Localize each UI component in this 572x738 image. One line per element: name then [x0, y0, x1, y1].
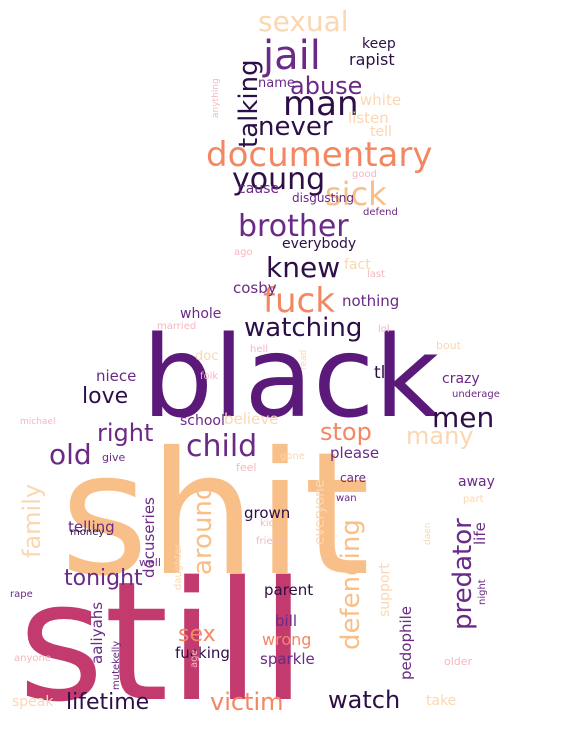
- word-fact: fact: [344, 257, 371, 273]
- word-mutekelly: mutekelly: [111, 640, 122, 690]
- word-brother: brother: [238, 209, 349, 244]
- word-right: right: [97, 419, 154, 447]
- word-telling: telling: [68, 518, 115, 536]
- word-wan: wan: [336, 493, 357, 504]
- word-abuse: abuse: [290, 72, 363, 100]
- word-believe: believe: [224, 410, 279, 428]
- word-doc: doc: [195, 349, 219, 364]
- word-family: family: [18, 483, 46, 558]
- word-away: away: [458, 474, 495, 490]
- word-still: still: [18, 546, 307, 738]
- word-gone: gone: [280, 451, 305, 462]
- word-shit: shit: [60, 416, 371, 614]
- word-men: men: [432, 401, 495, 434]
- word-documentary: documentary: [206, 135, 433, 175]
- word-listen: listen: [348, 109, 389, 127]
- word-defending: defending: [336, 519, 366, 650]
- word-old: old: [49, 438, 92, 471]
- word-disgusting: disgusting: [292, 191, 354, 205]
- word-money: money: [70, 527, 105, 538]
- word-sex: sex: [178, 622, 216, 647]
- word-please: please: [330, 444, 380, 462]
- word-lifetime: lifetime: [66, 690, 150, 715]
- word-cause: cause: [238, 181, 280, 197]
- word-life: life: [471, 522, 489, 545]
- word-lol: lol: [378, 324, 390, 335]
- word-care: care: [340, 471, 367, 485]
- word-tl: tl: [374, 363, 386, 383]
- word-many: many: [406, 422, 474, 450]
- word-name: name: [258, 76, 295, 91]
- word-wrong: wrong: [262, 630, 312, 649]
- word-niece: niece: [96, 367, 137, 385]
- word-tonight: tonight: [64, 566, 143, 591]
- word-around: around: [188, 483, 218, 575]
- word-never: never: [258, 112, 333, 142]
- word-child: child: [186, 429, 258, 464]
- word-daughter: daughter: [173, 544, 184, 590]
- word-older: older: [444, 655, 473, 668]
- word-anyone: anyone: [14, 653, 51, 664]
- word-crazy: crazy: [442, 371, 480, 387]
- word-friend: friend: [256, 536, 286, 547]
- word-black: black: [142, 313, 440, 443]
- word-knew: knew: [266, 251, 341, 284]
- word-rape: rape: [10, 589, 33, 600]
- word-support: support: [377, 563, 393, 617]
- word-watching: watching: [244, 313, 363, 343]
- word-daen: daen: [423, 522, 433, 545]
- word-good: good: [352, 169, 377, 180]
- word-speak: speak: [12, 694, 54, 710]
- word-anything: anything: [211, 78, 221, 118]
- word-pedophile: pedophile: [397, 605, 415, 680]
- word-part: part: [463, 494, 484, 505]
- word-folk: folk: [200, 371, 219, 382]
- word-man: man: [283, 84, 359, 124]
- word-well: well: [139, 556, 161, 569]
- word-hell: hell: [250, 344, 269, 355]
- word-rapist: rapist: [349, 50, 395, 69]
- word-underage: underage: [452, 389, 500, 400]
- word-kid: kid: [260, 518, 275, 529]
- word-defend: defend: [363, 207, 398, 218]
- word-grown: grown: [244, 504, 291, 522]
- word-fucking: fucking: [175, 644, 230, 662]
- word-age: age: [189, 649, 200, 668]
- word-school: school: [180, 413, 225, 429]
- word-love: love: [82, 384, 129, 409]
- word-tell: tell: [370, 124, 392, 140]
- word-sexual: sexual: [258, 5, 349, 38]
- word-ago: ago: [234, 247, 253, 258]
- word-feel: feel: [236, 461, 257, 474]
- word-give: give: [102, 451, 126, 464]
- word-nothing: nothing: [342, 292, 400, 310]
- word-aaliyahs: aaliyahs: [88, 601, 106, 664]
- word-stop: stop: [320, 418, 372, 446]
- word-take: take: [426, 693, 457, 709]
- word-white: white: [360, 91, 402, 109]
- word-read: read: [299, 349, 309, 370]
- word-jail: jail: [263, 33, 321, 79]
- word-everybody: everybody: [282, 236, 357, 252]
- word-sparkle: sparkle: [260, 650, 315, 668]
- word-michael: michael: [20, 417, 56, 427]
- word-parent: parent: [264, 581, 314, 599]
- word-keep: keep: [362, 36, 396, 52]
- word-young: young: [232, 162, 326, 197]
- word-night: night: [477, 579, 488, 605]
- word-bout: bout: [436, 339, 461, 352]
- word-victim: victim: [210, 688, 284, 716]
- word-last: last: [367, 269, 386, 280]
- word-sick: sick: [325, 175, 387, 213]
- word-watch: watch: [328, 686, 401, 714]
- word-everyone: everyone: [312, 479, 328, 545]
- word-bill: bill: [275, 612, 298, 630]
- word-cosby: cosby: [233, 279, 277, 297]
- word-fuck: fuck: [263, 281, 335, 321]
- word-whole: whole: [180, 306, 222, 322]
- word-married: married: [157, 321, 197, 332]
